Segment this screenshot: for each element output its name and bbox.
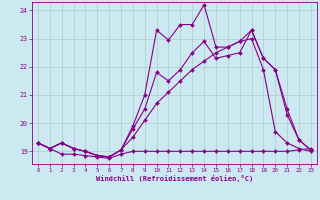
X-axis label: Windchill (Refroidissement éolien,°C): Windchill (Refroidissement éolien,°C) [96, 175, 253, 182]
